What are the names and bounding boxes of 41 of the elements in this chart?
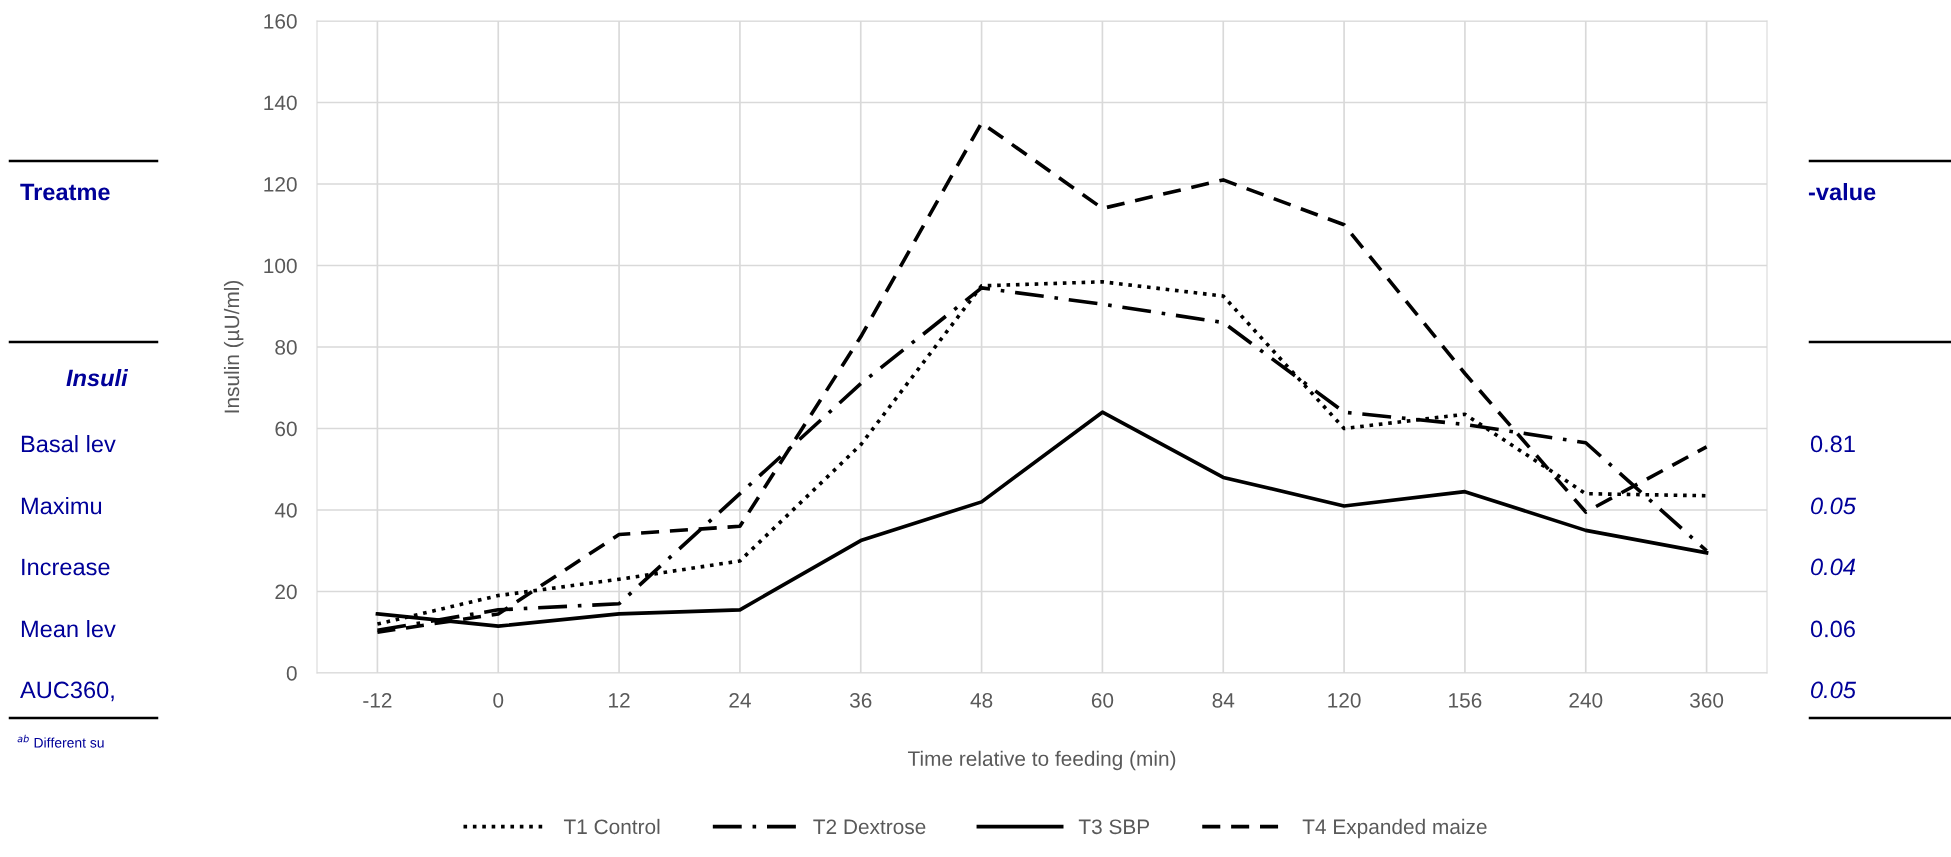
x-tick-label: 48 [970, 692, 993, 708]
text: AUC360, [20, 681, 114, 702]
text: Treatme [20, 183, 110, 201]
y-tick-label: 20 [275, 584, 297, 600]
x-tick-label: 84 [1212, 692, 1235, 708]
text: Insuli [66, 368, 129, 387]
legend-label: T2 Dextrose [813, 819, 926, 835]
x-tick-label: 360 [1690, 692, 1724, 708]
y-tick-label: 100 [264, 258, 297, 274]
legend-label: T4 Expanded maize [1302, 818, 1487, 839]
x-tick-label: 240 [1569, 692, 1603, 708]
y-tick-label: 140 [264, 95, 297, 111]
y-tick-label: 80 [275, 340, 297, 355]
text: Basal lev [21, 434, 116, 453]
x-tick-label: 60 [1091, 692, 1114, 708]
text: 0.05 [1811, 497, 1857, 515]
x-tick-label: 12 [609, 692, 630, 708]
x-tick-label: 36 [849, 692, 872, 708]
text: 0.81 [1810, 435, 1855, 453]
x-tick-label: 24 [729, 692, 751, 708]
text: Maximu [21, 496, 102, 515]
text: $^{ab}$ Different su [17, 734, 104, 748]
y-axis-title: Insulin (µU/ml) [223, 280, 244, 413]
y-tick-label: 120 [264, 177, 297, 192]
text: -value [1808, 183, 1876, 201]
y-tick-label: 0 [286, 666, 297, 681]
y-tick-label: 160 [264, 14, 297, 29]
text: 0.04 [1811, 558, 1856, 576]
x-tick-label: 120 [1328, 692, 1361, 708]
y-tick-label: 40 [274, 503, 297, 518]
x-tick-label: -12 [363, 692, 392, 708]
text: 0.05 [1811, 681, 1857, 699]
y-tick-label: 60 [275, 421, 297, 437]
legend-label: T1 Control [563, 818, 660, 835]
text: 0.06 [1810, 620, 1855, 638]
legend-label: T3 SBP [1078, 819, 1150, 835]
x-tick-label: 0 [493, 692, 504, 708]
x-tick-label: 156 [1449, 692, 1482, 708]
x-axis-title: Time relative to feeding (min) [907, 750, 1176, 771]
text: Mean lev [21, 619, 116, 638]
text: Increase [22, 558, 110, 576]
